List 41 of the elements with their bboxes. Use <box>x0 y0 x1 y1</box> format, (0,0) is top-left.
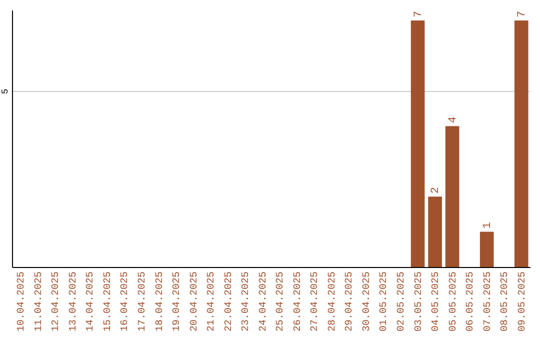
data-label: 1 <box>482 222 494 229</box>
x-tick-label: 11.04.2025 <box>34 272 45 332</box>
x-tick-label: 18.04.2025 <box>154 272 166 332</box>
bar <box>480 232 494 267</box>
x-tick-label: 06.05.2025 <box>466 272 477 332</box>
x-tick-label: 15.04.2025 <box>102 272 114 332</box>
x-tick-label: 17.04.2025 <box>138 272 148 332</box>
x-tick-label: 27.04.2025 <box>310 272 322 332</box>
data-label: 7 <box>516 10 528 18</box>
x-tick-label: 28.04.2025 <box>327 272 338 332</box>
x-tick-label: 04.05.2025 <box>431 272 442 332</box>
x-tick-label: 20.04.2025 <box>189 272 200 332</box>
x-tick-label: 29.04.2025 <box>344 272 356 332</box>
x-tick-label: 13.04.2025 <box>68 272 80 332</box>
x-tick-label: 01.05.2025 <box>379 272 390 332</box>
data-label: 4 <box>447 116 460 124</box>
x-tick-label: 02.05.2025 <box>396 272 408 332</box>
x-tick-label: 25.04.2025 <box>276 272 287 332</box>
x-tick-label: 09.05.2025 <box>517 272 528 332</box>
bar <box>445 126 460 267</box>
x-tick-label: 14.04.2025 <box>86 272 97 332</box>
x-tick-label: 03.05.2025 <box>414 272 425 332</box>
x-tick-label: 26.04.2025 <box>292 272 304 332</box>
x-tick-label: 19.04.2025 <box>172 272 184 332</box>
x-tick-label: 10.04.2025 <box>16 272 28 332</box>
x-tick-label: 21.04.2025 <box>206 272 218 332</box>
x-tick-label: 24.04.2025 <box>258 272 270 332</box>
x-tick-label: 08.05.2025 <box>500 272 512 332</box>
x-tick-label: 30.04.2025 <box>362 272 373 332</box>
y-tick-label: 5 <box>0 88 10 94</box>
bar <box>410 20 425 267</box>
x-tick-label: 07.05.2025 <box>482 272 494 332</box>
data-label: 7 <box>412 10 425 18</box>
x-tick-label: 16.04.2025 <box>120 272 132 332</box>
x-tick-label: 23.04.2025 <box>241 272 252 332</box>
x-tick-label: 12.04.2025 <box>51 272 62 332</box>
data-label: 2 <box>430 186 442 194</box>
x-tick-label: 05.05.2025 <box>448 272 460 332</box>
bar <box>514 20 528 267</box>
x-tick-label: 22.04.2025 <box>224 272 235 332</box>
bar <box>428 196 442 267</box>
